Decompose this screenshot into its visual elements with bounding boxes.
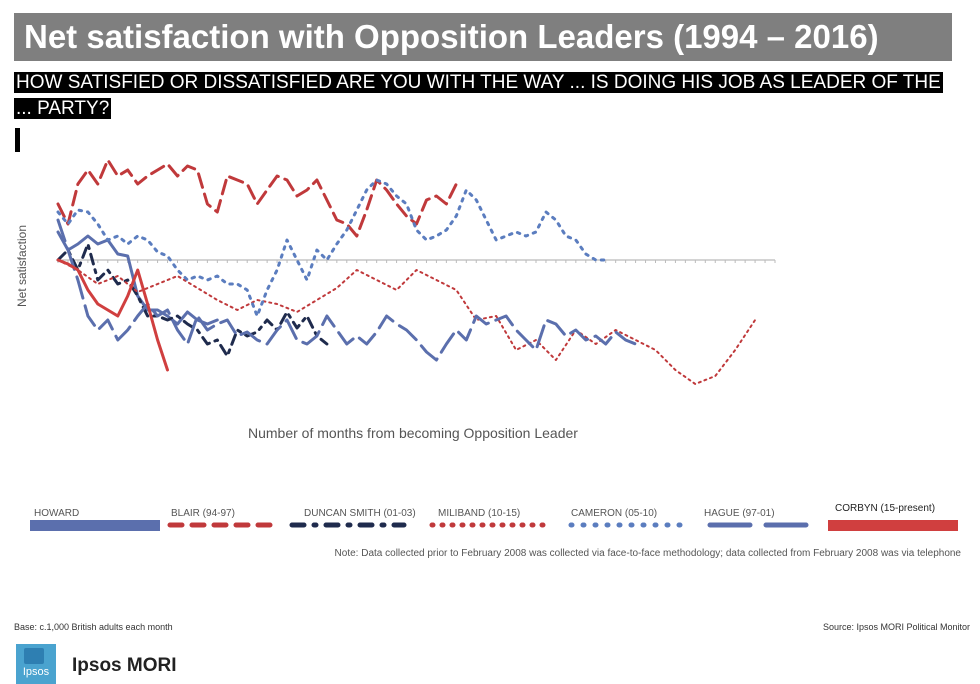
logo-text: Ipsos (22, 666, 50, 678)
legend-swatches (30, 520, 958, 531)
methodology-note: Note: Data collected prior to February 2… (334, 548, 961, 559)
source-note: Source: Ipsos MORI Political Monitor (822, 622, 970, 632)
legend-label-4: CAMERON (05-10) (571, 508, 658, 519)
chart-title: Net satisfaction with Opposition Leaders… (14, 13, 952, 61)
text-cursor-bar (15, 128, 20, 152)
legend-label-6: CORBYN (15-present) (835, 503, 936, 514)
legend-label-1: BLAIR (94-97) (171, 508, 235, 519)
series-line-cameron-05-10 (56, 178, 608, 318)
series-line-howard (56, 230, 219, 326)
legend-label-3: MILIBAND (10-15) (438, 508, 521, 519)
series-line-blair-94-97 (56, 158, 458, 238)
series-line-corbyn-15-present (56, 258, 169, 372)
series-line-hague-97-01 (56, 218, 638, 362)
legend-swatch-6 (828, 520, 958, 531)
brand-name: Ipsos MORI (72, 655, 177, 676)
legend-label-0: HOWARD (34, 508, 80, 519)
y-axis-label: Net satisfaction (15, 224, 29, 308)
legend-swatch-0 (30, 520, 160, 531)
line-chart (56, 158, 776, 385)
subtitle-text: HOW SATISFIED OR DISSATISFIED ARE YOU WI… (14, 72, 943, 119)
legend-label-5: HAGUE (97-01) (704, 508, 775, 519)
chart-legend: HOWARD BLAIR (94-97) DUNCAN SMITH (01-03) M… (0, 500, 980, 540)
chart-subtitle: HOW SATISFIED OR DISSATISFIED ARE YOU WI… (14, 70, 944, 122)
base-note: Base: c.1,000 British adults each month (14, 622, 173, 632)
x-axis-label: Number of months from becoming Oppositio… (248, 425, 578, 441)
series-line-miliband-10-15 (57, 259, 757, 385)
logo-shape-icon (24, 648, 44, 664)
legend-label-2: DUNCAN SMITH (01-03) (304, 508, 416, 519)
ipsos-logo: Ipsos (16, 644, 56, 684)
